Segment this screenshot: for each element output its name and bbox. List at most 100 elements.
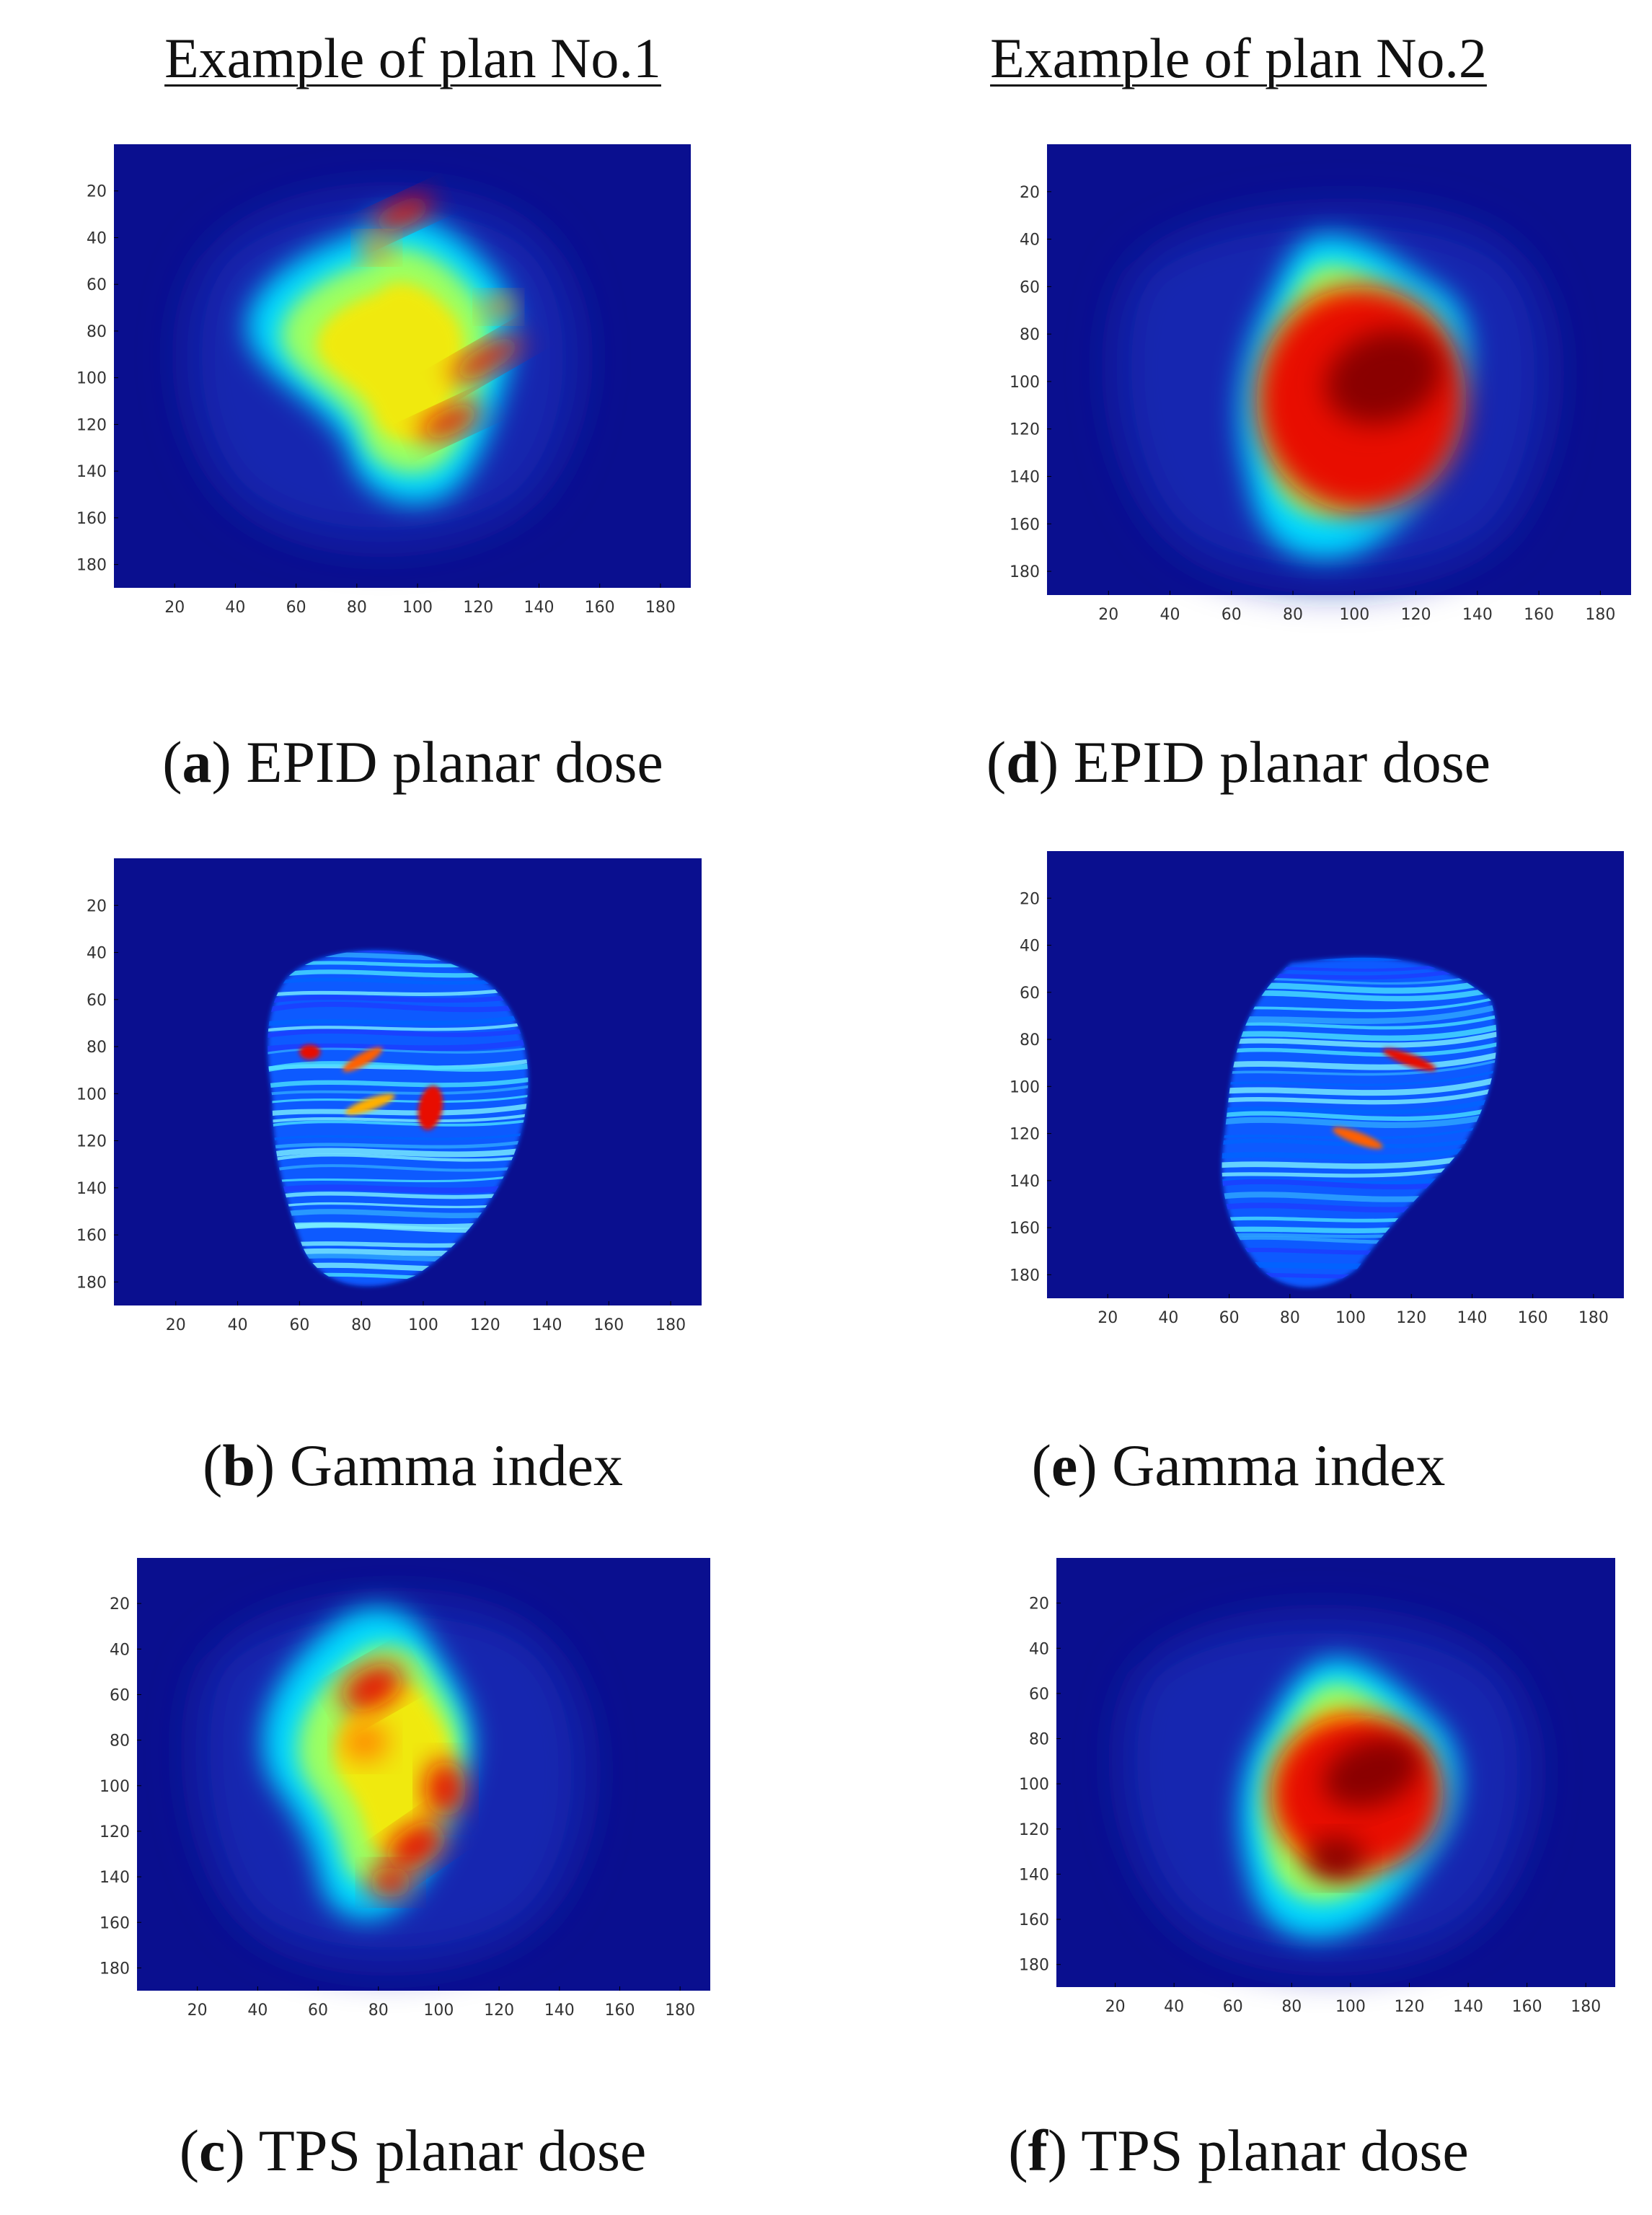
x-tick-label: 100: [1335, 1998, 1366, 2016]
x-tick-label: 140: [1457, 1309, 1487, 1327]
heatmap-svg-d: 20 40 60 80 100 120 140 160 180 20 40 60 80 100 120 140…: [1010, 144, 1631, 624]
x-tick-label: 120: [470, 1316, 500, 1334]
panel-b-gamma-index: 20 40 60 80 100 120 140 160 180 20 40 60 80 100 120 140…: [63, 858, 702, 1356]
x-tick-label: 80: [347, 599, 367, 617]
caption-f: (f) TPS planar dose: [1008, 2118, 1469, 2183]
y-tick-label: 80: [87, 1039, 107, 1057]
y-tick-label: 40: [87, 229, 107, 247]
y-tick-label: 180: [76, 1274, 107, 1292]
x-tick-label: 140: [544, 2002, 575, 2020]
x-tick-label: 180: [1571, 1998, 1601, 2016]
x-tick-label: 180: [655, 1316, 686, 1334]
y-tick-label: 160: [100, 1914, 130, 1932]
dose-hotspot: [1382, 1048, 1436, 1071]
x-tick-label: 60: [1223, 1998, 1243, 2016]
x-tick-label: 100: [1335, 1309, 1366, 1327]
dose-hotspot: [299, 1044, 321, 1060]
y-tick-label: 160: [76, 1227, 107, 1245]
gamma-contour: [1222, 1023, 1497, 1059]
y-tick-label: 120: [100, 1823, 130, 1841]
gamma-contour: [1222, 1104, 1497, 1140]
gamma-contour: [1222, 969, 1497, 1005]
x-tick-label: 180: [1585, 606, 1615, 624]
y-tick-label: 140: [1010, 469, 1040, 487]
gamma-contour: [268, 1068, 529, 1101]
x-tick-label: 20: [1098, 606, 1118, 624]
dose-hotspot: [371, 195, 433, 234]
y-tick-label: 40: [1020, 232, 1040, 250]
panel-f-tps-planar-dose: 20 40 60 80 100 120 140 160 180 20 40 60 80 100 120 140…: [1006, 1558, 1615, 2038]
y-tick-label: 80: [110, 1732, 130, 1751]
y-tick-label: 140: [1010, 1173, 1040, 1191]
y-tick-label: 180: [76, 557, 107, 575]
x-tick-label: 140: [532, 1316, 562, 1334]
y-tick-label: 100: [100, 1778, 130, 1796]
x-tick-label: 160: [1518, 1309, 1548, 1327]
x-tick-label: 120: [463, 599, 493, 617]
gamma-contour: [268, 1061, 529, 1096]
gamma-contour: [1222, 1044, 1497, 1080]
heatmap-svg-f: 20 40 60 80 100 120 140 160 180 20 40 60 80 100 120 140…: [1019, 1558, 1615, 2016]
gamma-contour: [1222, 1079, 1497, 1114]
y-tick-label: 20: [87, 183, 107, 201]
column-title-plan-2: Example of plan No.2: [990, 27, 1487, 89]
x-tick-label: 40: [1160, 606, 1180, 624]
dose-hotspot: [387, 1821, 446, 1872]
x-tick-label: 20: [1105, 1998, 1126, 2016]
gamma-contour: [1222, 1098, 1497, 1133]
dose-hotspot: [1307, 1836, 1365, 1880]
caption-a: (a) EPID planar dose: [162, 729, 663, 795]
gamma-contour: [1222, 988, 1497, 1021]
y-tick-label: 160: [76, 510, 107, 528]
y-tick-label: 20: [1020, 890, 1040, 908]
x-tick-label: 60: [308, 2002, 328, 2020]
gamma-contour: [268, 1013, 529, 1047]
y-tick-label: 100: [1010, 1078, 1040, 1096]
y-tick-label: 80: [1020, 326, 1040, 344]
dose-hotspot: [341, 1722, 389, 1762]
x-tick-label: 160: [604, 2002, 635, 2020]
x-tick-label: 20: [164, 599, 185, 617]
x-tick-label: 120: [1401, 606, 1431, 624]
x-tick-label: 80: [368, 2002, 389, 2020]
y-tick-label: 60: [1029, 1686, 1049, 1704]
gamma-contour: [1222, 1089, 1497, 1124]
gamma-contour: [1222, 978, 1497, 1013]
gamma-contour: [1222, 996, 1497, 1032]
dose-hotspot: [345, 1093, 395, 1115]
y-tick-label: 80: [1029, 1731, 1049, 1749]
dose-region-inner: [317, 282, 464, 442]
x-tick-label: 80: [1280, 1309, 1300, 1327]
heatmap-svg-c: 20 40 60 80 100 120 140 160 180 20 40 60 80 100 120 140…: [100, 1558, 710, 2020]
y-tick-label: 120: [1010, 1126, 1040, 1144]
y-tick-label: 60: [87, 992, 107, 1010]
x-tick-label: 20: [187, 2002, 208, 2020]
x-tick-label: 60: [1222, 606, 1242, 624]
gamma-contour: [268, 1078, 529, 1111]
x-tick-label: 160: [593, 1316, 624, 1334]
x-tick-label: 180: [645, 599, 676, 617]
gamma-contour: [1222, 1034, 1497, 1068]
x-tick-label: 40: [228, 1316, 248, 1334]
heatmap-svg-e: 20 40 60 80 100 120 140 160 180 20 40 60 80 100 120 140…: [1010, 851, 1624, 1327]
dose-hotspot: [482, 295, 515, 319]
x-tick-label: 80: [351, 1316, 371, 1334]
y-tick-label: 120: [76, 416, 107, 434]
y-tick-label: 80: [87, 323, 107, 341]
x-tick-label: 40: [225, 599, 245, 617]
x-tick-label: 160: [1512, 1998, 1542, 2016]
dose-hotspot: [1332, 1127, 1383, 1149]
gamma-contour: [268, 998, 529, 1032]
x-tick-label: 40: [1158, 1309, 1178, 1327]
gamma-contour: [268, 989, 529, 1024]
x-tick-label: 160: [1524, 606, 1554, 624]
y-tick-label: 20: [87, 897, 107, 915]
x-tick-label: 100: [402, 599, 433, 617]
gamma-contour: [268, 1087, 529, 1122]
gamma-contour: [1222, 1114, 1497, 1148]
x-tick-label: 180: [665, 2002, 695, 2020]
y-tick-label: 20: [1029, 1595, 1049, 1613]
dose-hotspot: [343, 1047, 383, 1073]
y-tick-label: 180: [100, 1960, 130, 1978]
gamma-contour: [1222, 1006, 1497, 1040]
